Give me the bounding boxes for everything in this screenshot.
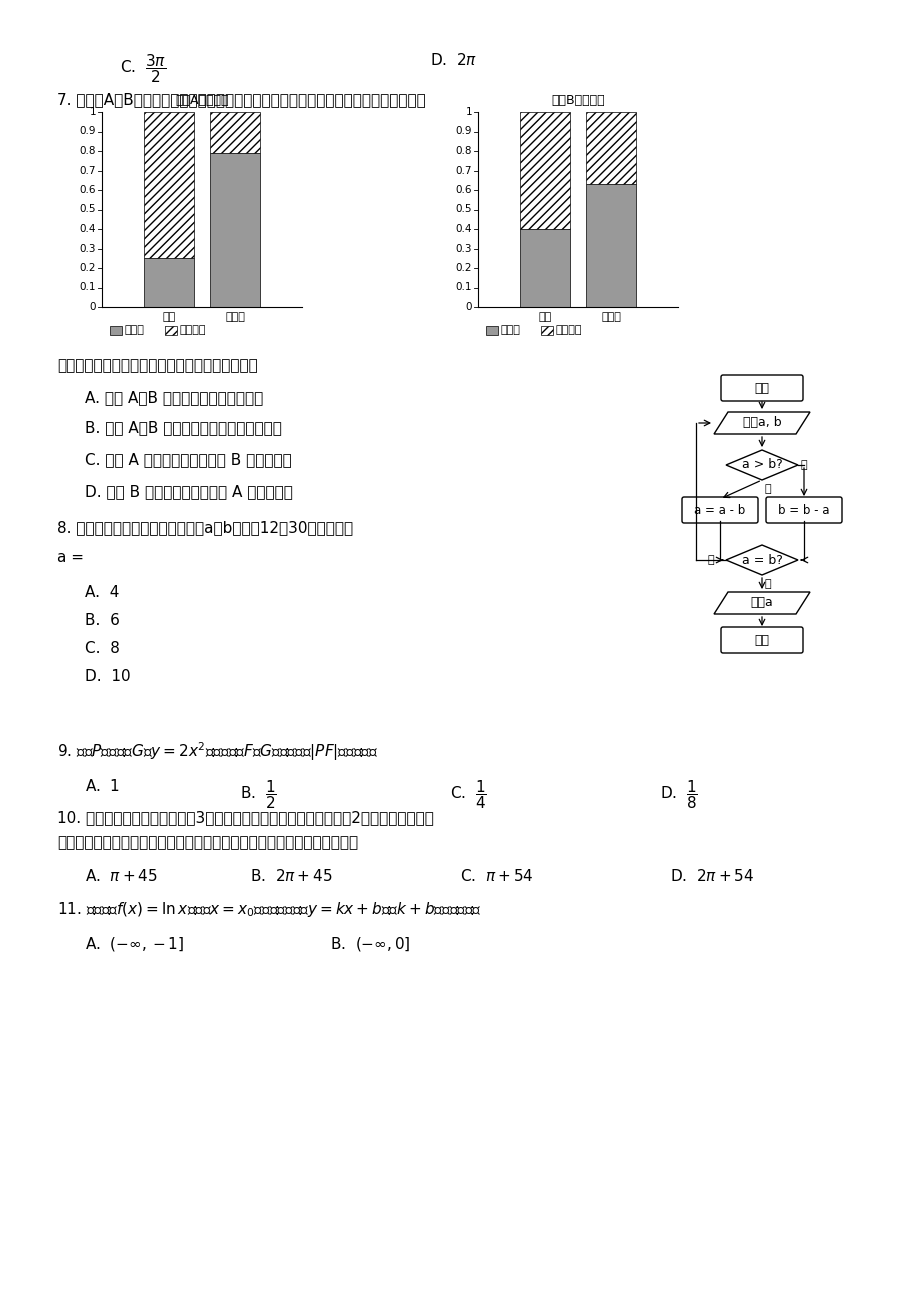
Text: 0.3: 0.3 <box>455 243 471 254</box>
Text: 0.4: 0.4 <box>455 224 471 234</box>
Text: 开始: 开始 <box>754 381 768 395</box>
Text: A. 药物 A、B 对该疾病均没有预防效果: A. 药物 A、B 对该疾病均没有预防效果 <box>85 391 263 405</box>
Bar <box>585 112 636 184</box>
Bar <box>540 326 552 335</box>
Text: 药物B实验结果: 药物B实验结果 <box>550 94 604 107</box>
Bar <box>519 229 569 307</box>
Text: 0.6: 0.6 <box>79 185 96 195</box>
Text: 输出a: 输出a <box>750 596 773 609</box>
Text: 0: 0 <box>89 302 96 312</box>
Text: A.  $(-\infty,-1]$: A. $(-\infty,-1]$ <box>85 935 184 953</box>
Text: 0.5: 0.5 <box>455 204 471 215</box>
Text: 0.4: 0.4 <box>79 224 96 234</box>
Bar <box>210 112 260 152</box>
Text: 0.7: 0.7 <box>79 165 96 176</box>
Bar <box>485 326 497 335</box>
Bar <box>585 184 636 307</box>
Text: 0: 0 <box>465 302 471 312</box>
Bar <box>210 152 260 307</box>
Text: 0.5: 0.5 <box>79 204 96 215</box>
Text: D.  $\dfrac{1}{8}$: D. $\dfrac{1}{8}$ <box>659 779 698 811</box>
Text: 9. 若点$P$为抛物线$G$：$y=2x^2$上的动点，$F$为$G$的焦点，则$|PF|$的最小值为: 9. 若点$P$为抛物线$G$：$y=2x^2$上的动点，$F$为$G$的焦点，… <box>57 740 378 763</box>
Bar <box>519 112 569 229</box>
Text: C.  $\dfrac{1}{4}$: C. $\dfrac{1}{4}$ <box>449 779 486 811</box>
Text: C. 药物 A 的预防效果优于药物 B 的预防效果: C. 药物 A 的预防效果优于药物 B 的预防效果 <box>85 452 291 467</box>
Text: 的底面圆在正方体的上底面，球心为上底面的中心），则该器皿的表面积为: 的底面圆在正方体的上底面，球心为上底面的中心），则该器皿的表面积为 <box>57 835 357 850</box>
Text: 8. 某程序框图如图所示，若输入的a、b分别为12，30，则输出的: 8. 某程序框图如图所示，若输入的a、b分别为12，30，则输出的 <box>57 519 353 535</box>
Polygon shape <box>713 592 809 615</box>
Text: 否: 否 <box>800 460 807 470</box>
Text: a =: a = <box>57 549 84 565</box>
Text: 是: 是 <box>765 484 771 493</box>
Text: a = b?: a = b? <box>741 553 781 566</box>
FancyBboxPatch shape <box>766 497 841 523</box>
Text: D.  $2\pi+54$: D. $2\pi+54$ <box>669 868 754 884</box>
Bar <box>143 112 194 258</box>
Text: b = b - a: b = b - a <box>777 504 829 517</box>
Text: D.  $2\pi$: D. $2\pi$ <box>429 52 477 68</box>
Text: 0.9: 0.9 <box>455 126 471 137</box>
Text: 0.9: 0.9 <box>79 126 96 137</box>
Text: 患病: 患病 <box>162 312 176 322</box>
Text: a > b?: a > b? <box>741 458 781 471</box>
Text: 1: 1 <box>465 107 471 117</box>
Text: B. 药物 A、B 对该疾病均有显著的预防效果: B. 药物 A、B 对该疾病均有显著的预防效果 <box>85 421 281 435</box>
FancyBboxPatch shape <box>720 375 802 401</box>
FancyBboxPatch shape <box>720 628 802 654</box>
Text: 0.7: 0.7 <box>455 165 471 176</box>
Text: 0.2: 0.2 <box>79 263 96 273</box>
FancyBboxPatch shape <box>681 497 757 523</box>
Text: 10. 一个无盖的器皿是由棱长为3的正方体木料从顶部挖掉一个直径为2的半球而成（半球: 10. 一个无盖的器皿是由棱长为3的正方体木料从顶部挖掉一个直径为2的半球而成（… <box>57 810 434 825</box>
Text: B.  $\dfrac{1}{2}$: B. $\dfrac{1}{2}$ <box>240 779 277 811</box>
Text: a = a - b: a = a - b <box>694 504 744 517</box>
Text: 未患病: 未患病 <box>601 312 620 322</box>
Text: 服用药: 服用药 <box>125 326 144 336</box>
Text: D.  10: D. 10 <box>85 669 130 684</box>
Text: B.  $(-\infty,0]$: B. $(-\infty,0]$ <box>330 935 410 953</box>
Text: 否: 否 <box>708 555 714 565</box>
Text: 未患病: 未患病 <box>225 312 245 322</box>
Text: C.  $\dfrac{3\pi}{2}$: C. $\dfrac{3\pi}{2}$ <box>119 52 166 85</box>
Text: 0.6: 0.6 <box>455 185 471 195</box>
Text: 11. 已知函数$f(x)=\ln x$，它在$x=x_0$处的切线方程为$y=kx+b$，则$k+b$的取值范围是: 11. 已知函数$f(x)=\ln x$，它在$x=x_0$处的切线方程为$y=… <box>57 900 482 919</box>
Bar <box>165 326 176 335</box>
Polygon shape <box>713 411 809 434</box>
Text: C.  8: C. 8 <box>85 641 119 656</box>
Polygon shape <box>725 546 797 575</box>
Text: 是: 是 <box>765 579 771 589</box>
Bar <box>143 258 194 307</box>
Bar <box>110 326 122 335</box>
Text: 患病: 患病 <box>538 312 550 322</box>
Text: 0.1: 0.1 <box>79 283 96 293</box>
Text: B.  $2\pi+45$: B. $2\pi+45$ <box>250 868 333 884</box>
Text: 输入a, b: 输入a, b <box>742 417 780 430</box>
Text: 1: 1 <box>89 107 96 117</box>
Text: 没服用药: 没服用药 <box>180 326 206 336</box>
Text: 0.8: 0.8 <box>79 146 96 156</box>
Text: A.  $\pi+45$: A. $\pi+45$ <box>85 868 158 884</box>
Text: 0.1: 0.1 <box>455 283 471 293</box>
Text: A.  $1$: A. $1$ <box>85 779 120 794</box>
Text: 结束: 结束 <box>754 634 768 647</box>
Text: D. 药物 B 的预防效果优于药物 A 的预防效果: D. 药物 B 的预防效果优于药物 A 的预防效果 <box>85 484 292 499</box>
Text: 7. 为考察A、B两种药物预防某疾病的效果，进行动物试验，分别得到如下等高条形图：: 7. 为考察A、B两种药物预防某疾病的效果，进行动物试验，分别得到如下等高条形图… <box>57 92 425 107</box>
Text: B.  6: B. 6 <box>85 613 119 628</box>
Text: C.  $\pi+54$: C. $\pi+54$ <box>460 868 533 884</box>
Text: 没服用药: 没服用药 <box>555 326 582 336</box>
Text: 0.8: 0.8 <box>455 146 471 156</box>
Text: A.  4: A. 4 <box>85 585 119 600</box>
Text: 服用药: 服用药 <box>501 326 520 336</box>
Text: 药物A实验结果: 药物A实验结果 <box>175 94 229 107</box>
Text: 根据图中信息，在下列各项中，说法最佳的一项是: 根据图中信息，在下列各项中，说法最佳的一项是 <box>57 358 257 372</box>
Polygon shape <box>725 450 797 480</box>
Text: 0.3: 0.3 <box>79 243 96 254</box>
Text: 0.2: 0.2 <box>455 263 471 273</box>
